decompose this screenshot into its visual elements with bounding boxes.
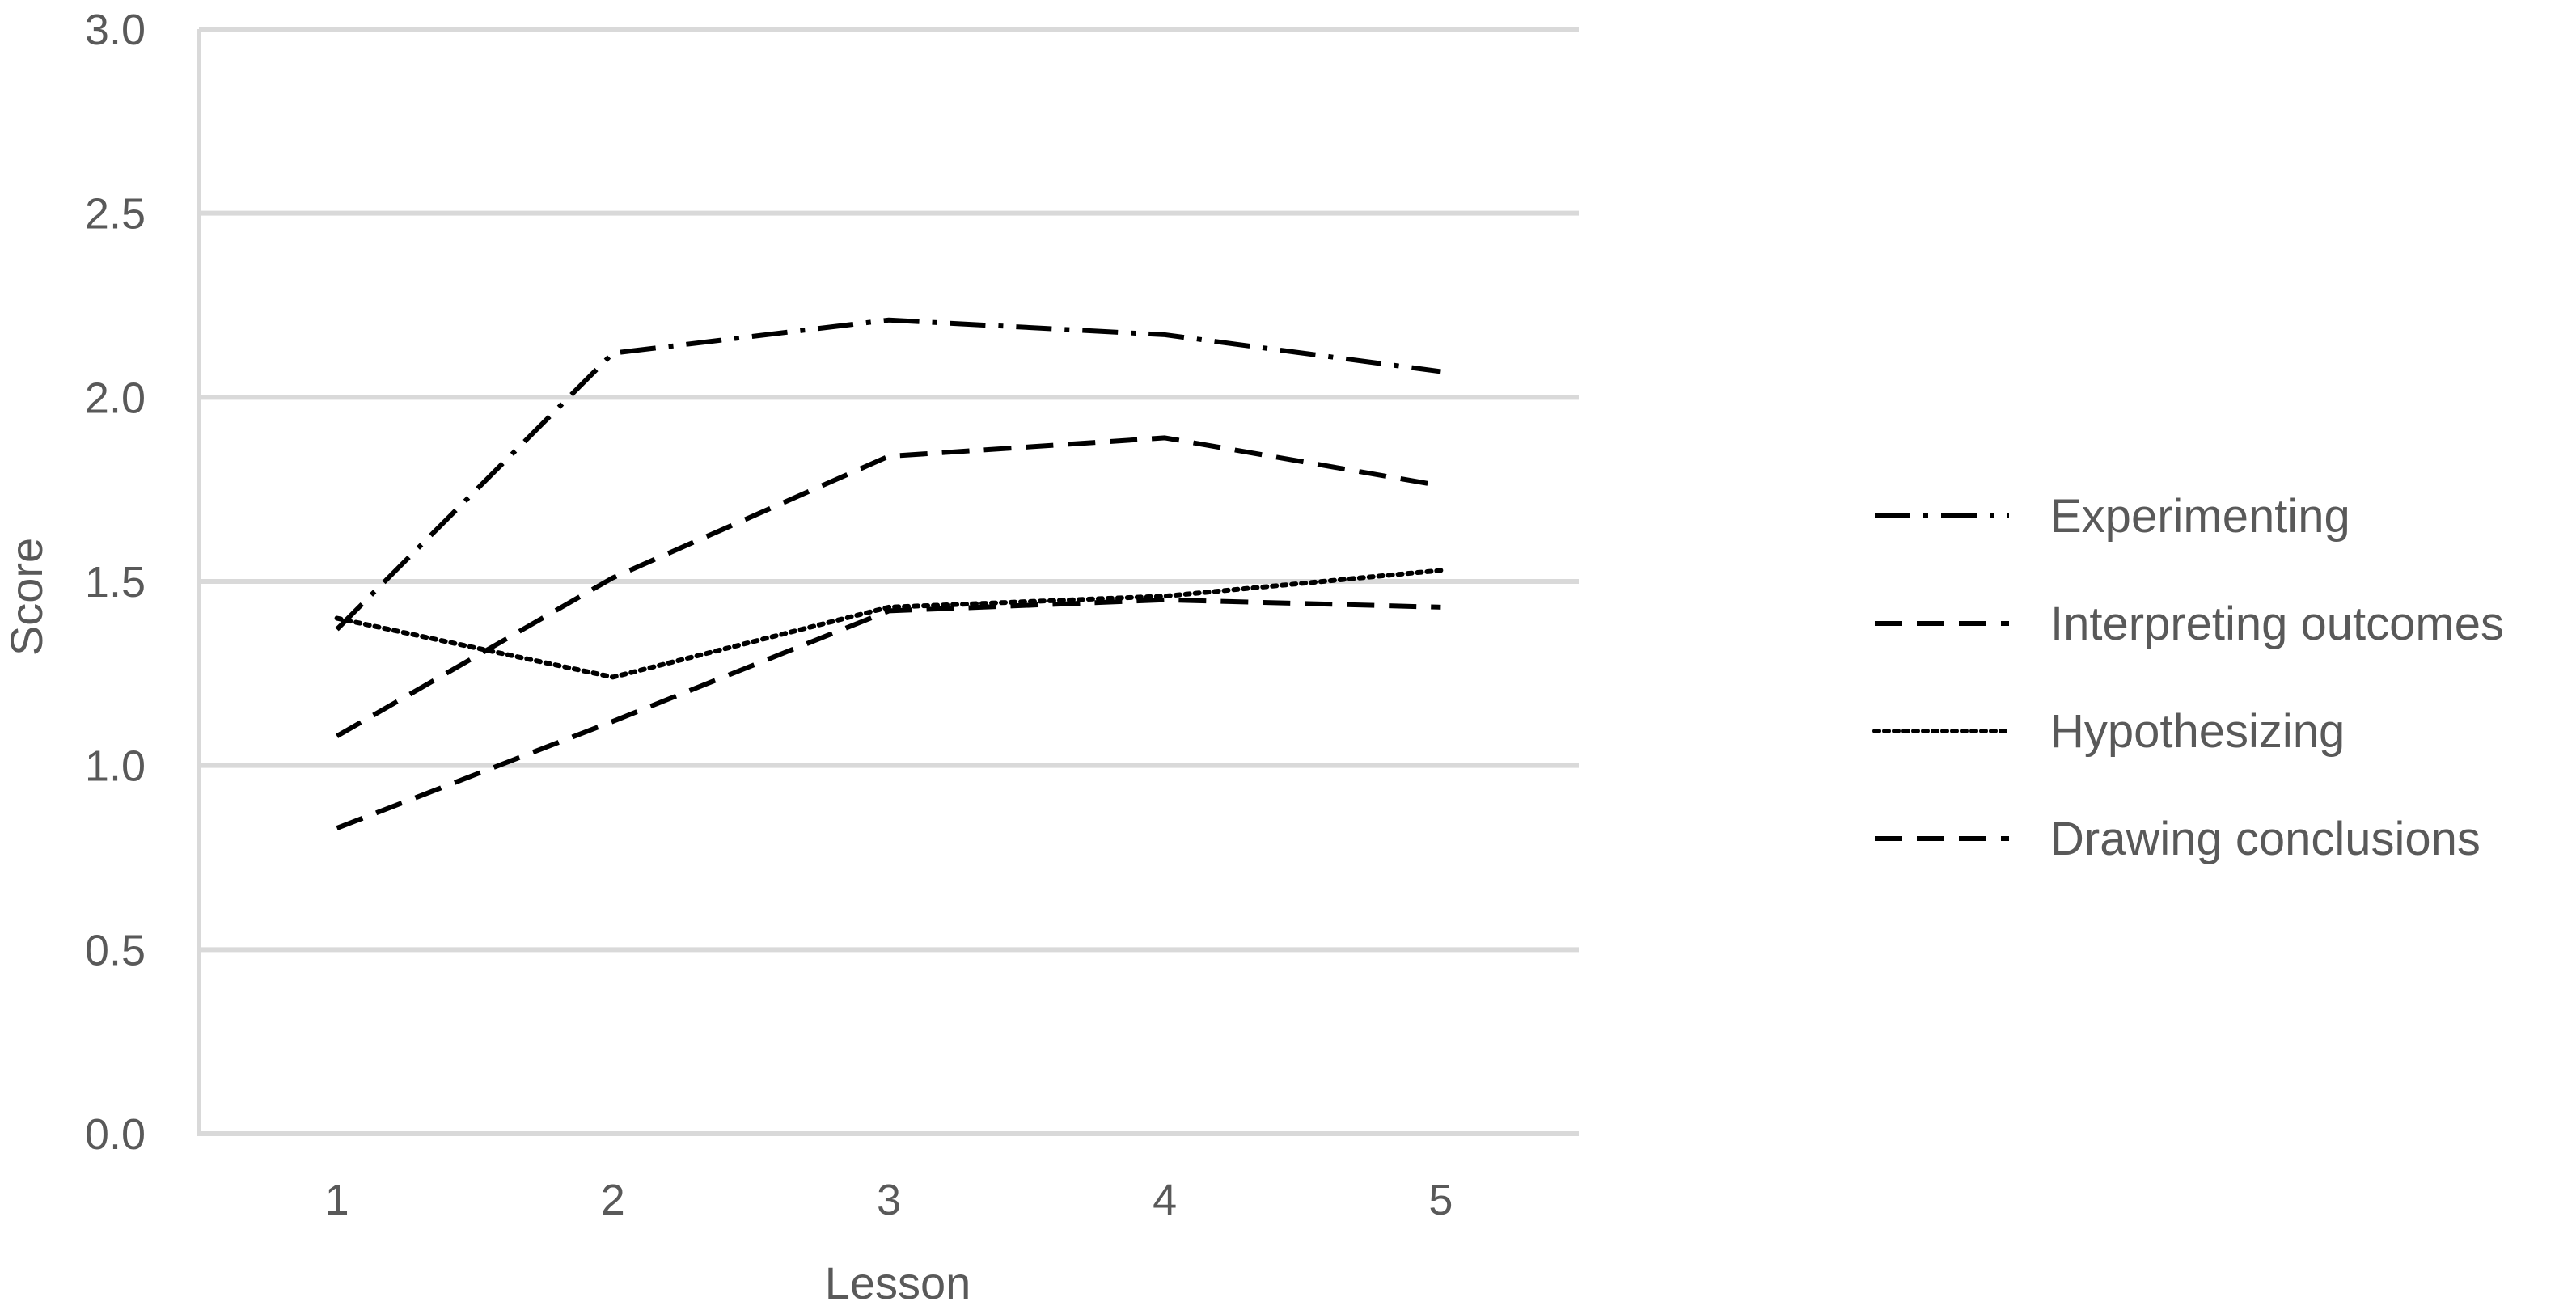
x-tick-label: 4 [1153, 1176, 1177, 1224]
y-tick-label: 0.0 [85, 1110, 146, 1159]
legend-label: Hypothesizing [2050, 705, 2345, 758]
y-tick-label: 2.0 [85, 374, 146, 422]
x-tick-label: 3 [877, 1176, 901, 1224]
x-tick-label: 5 [1428, 1176, 1453, 1224]
legend-item: Hypothesizing [1872, 705, 2345, 758]
gridlines [199, 27, 1579, 953]
series-line-interpreting-outcomes [336, 435, 1441, 738]
y-tick-label: 3.0 [85, 6, 146, 54]
legend-item: Experimenting [1875, 490, 2350, 543]
series-lines [334, 317, 1444, 830]
axes [197, 29, 1579, 1136]
y-tick-label: 2.5 [85, 190, 146, 239]
series-line-hypothesizing [334, 568, 1444, 680]
x-axis-title: Lesson [825, 1257, 971, 1308]
y-tick-labels: 0.0 0.5 1.0 1.5 2.0 2.5 3.0 [85, 6, 146, 1159]
series-line-drawing-conclusions [336, 597, 1441, 830]
legend-label: Drawing conclusions [2050, 813, 2481, 865]
legend-label: Interpreting outcomes [2050, 598, 2504, 650]
x-tick-label: 2 [601, 1176, 625, 1224]
series-line-experimenting [335, 317, 1441, 632]
x-tick-labels: 1 2 3 4 5 [325, 1176, 1453, 1224]
legend: Experimenting Interpreting outcomes Hypoth… [1872, 490, 2504, 865]
y-tick-label: 1.0 [85, 742, 146, 791]
y-tick-label: 1.5 [85, 558, 146, 606]
x-tick-label: 1 [325, 1176, 349, 1224]
legend-item: Interpreting outcomes [1875, 598, 2504, 650]
y-axis-title: Score [1, 538, 52, 656]
legend-item: Drawing conclusions [1875, 813, 2481, 865]
legend-label: Experimenting [2050, 490, 2350, 543]
y-tick-label: 0.5 [85, 926, 146, 974]
